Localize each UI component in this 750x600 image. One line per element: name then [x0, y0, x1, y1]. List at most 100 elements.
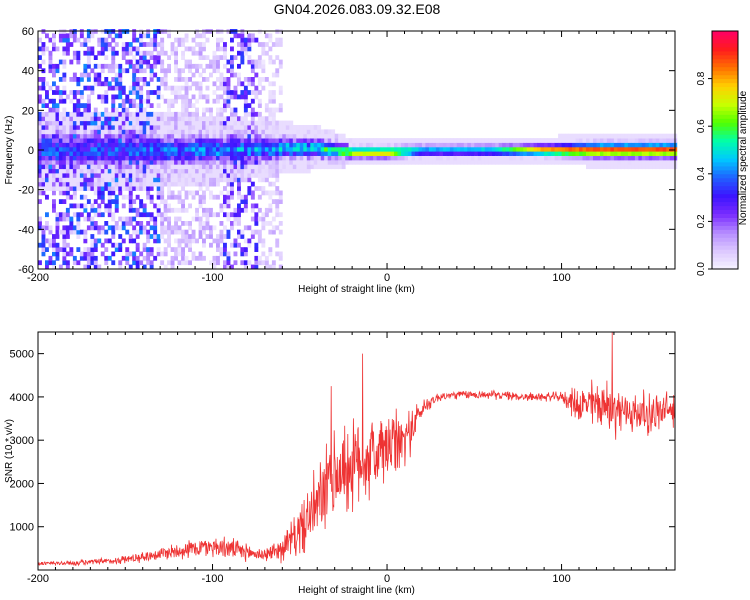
spectrogram-cell	[254, 151, 259, 156]
spectrogram-cell	[114, 63, 119, 69]
colorbar-swatch	[712, 225, 738, 230]
spectrogram-cell	[509, 142, 514, 148]
spectrogram-cell	[184, 133, 189, 139]
spectrogram-cell	[132, 177, 137, 183]
spectrogram-cell	[125, 120, 130, 126]
spectrogram-cell	[62, 216, 67, 222]
spectrogram-cell	[62, 98, 67, 104]
spectrogram-cell	[289, 168, 294, 174]
spectrogram-cell	[669, 146, 674, 152]
spectrogram-cell	[174, 159, 178, 165]
spectrogram-x-axis-label: Height of straight line (km)	[298, 284, 415, 295]
colorbar-swatch	[712, 209, 738, 214]
spectrogram-cell	[132, 116, 137, 122]
spectrogram-cell	[160, 111, 165, 117]
spectrogram-cell	[153, 55, 158, 60]
spectrogram-cell	[90, 138, 95, 143]
spectrogram-cell	[174, 194, 178, 200]
spectrogram-cell	[624, 138, 629, 143]
spectrogram-cell	[250, 120, 255, 126]
spectrogram-cell	[55, 234, 60, 239]
spectrogram-cell	[128, 207, 133, 213]
spectrogram-cell	[174, 111, 178, 117]
spectrogram-cell	[230, 55, 234, 60]
spectrogram-cell	[317, 146, 322, 152]
spectrogram-cell	[97, 264, 102, 270]
spectrogram-cell	[230, 37, 234, 43]
spectrogram-cell	[48, 146, 53, 152]
spectrogram-cell	[100, 42, 105, 47]
spectrogram-cell	[72, 194, 77, 200]
spectrogram-cell	[261, 190, 266, 196]
spectrogram-cell	[202, 133, 206, 139]
spectrogram-cell	[299, 125, 304, 130]
spectrogram-cell	[435, 142, 440, 148]
spectrogram-cell	[174, 164, 178, 170]
spectrogram-cell	[58, 177, 63, 183]
colorbar-swatch	[712, 42, 738, 48]
spectrogram-cell	[247, 77, 252, 82]
spectrogram-cell	[93, 116, 98, 122]
spectrogram-cell	[243, 142, 248, 148]
spectrogram-cell	[83, 238, 88, 244]
spectrogram-cell	[181, 107, 185, 113]
spectrogram-cell	[163, 81, 168, 87]
spectrogram-cell	[240, 194, 245, 200]
spectrogram-cell	[275, 177, 280, 183]
snr-y-tick-label: 1000	[10, 522, 34, 534]
spectrogram-cell	[170, 151, 175, 156]
spectrogram-cell	[125, 116, 130, 122]
spectrogram-cell	[226, 234, 231, 239]
spectrogram-cell	[41, 138, 46, 143]
spectrogram-cell	[223, 155, 227, 161]
spectrogram-cell	[48, 120, 53, 126]
spectrogram-cell	[83, 155, 88, 161]
spectrogram-cell	[184, 90, 189, 95]
spectrogram-cell	[48, 107, 53, 113]
colorbar-swatch	[712, 229, 738, 234]
spectrogram-cell	[247, 142, 252, 148]
spectrogram-cell	[275, 151, 280, 156]
spectrogram-cell	[191, 194, 196, 200]
spectrogram-cell	[289, 142, 294, 148]
spectrogram-cell	[641, 164, 646, 170]
spectrogram-cell	[163, 138, 168, 143]
colorbar-swatch	[712, 58, 738, 64]
spectrogram-cell	[146, 260, 151, 266]
spectrogram-cell	[662, 146, 667, 152]
spectrogram-cell	[666, 159, 671, 165]
spectrogram-cell	[156, 42, 161, 47]
spectrogram-cell	[188, 133, 192, 139]
spectrogram-cell	[97, 138, 102, 143]
spectrogram-cell	[48, 133, 53, 139]
spectrogram-cell	[177, 85, 182, 91]
spectrogram-cell	[362, 142, 367, 148]
spectrogram-cell	[52, 138, 56, 143]
spectrogram-cell	[620, 164, 625, 170]
spectrogram-cell	[271, 229, 276, 235]
spectrogram-cell	[627, 138, 632, 143]
spectrogram-cell	[52, 190, 56, 196]
spectrogram-cell	[366, 142, 370, 148]
spectrogram-cell	[93, 142, 98, 148]
spectrogram-cell	[408, 146, 412, 152]
spectrogram-cell	[153, 129, 158, 135]
spectrogram-cell	[107, 203, 112, 209]
spectrogram-cell	[114, 94, 119, 100]
spectrogram-cell	[205, 133, 210, 139]
spectrogram-cell	[355, 155, 360, 161]
spectrogram-cell	[62, 212, 67, 218]
spectrogram-cell	[41, 133, 46, 139]
spectrogram-cell	[554, 151, 559, 156]
spectrogram-cell	[153, 238, 158, 244]
spectrogram-cell	[289, 133, 294, 139]
spectrogram-cell	[268, 168, 273, 174]
spectrogram-cell	[76, 50, 81, 56]
spectrogram-cell	[79, 138, 84, 143]
spectrogram-cell	[641, 146, 646, 152]
spectrogram-cell	[184, 238, 189, 244]
spectrogram-cell	[191, 181, 196, 187]
spectrogram-cell	[72, 186, 77, 191]
spectrogram-cell	[292, 142, 297, 148]
spectrogram-cell	[655, 159, 660, 165]
